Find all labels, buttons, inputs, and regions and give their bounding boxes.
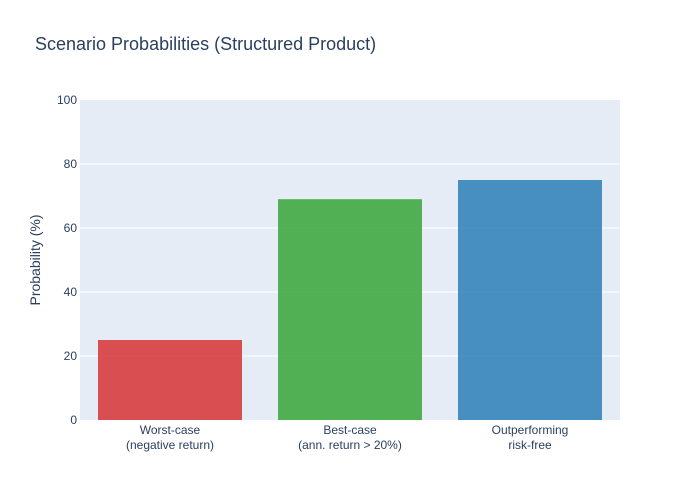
bars <box>98 180 602 420</box>
y-tick-label: 100 <box>57 93 77 107</box>
bar <box>278 199 422 420</box>
y-tick-label: 60 <box>64 221 78 235</box>
x-tick-label: risk-free <box>508 438 552 452</box>
y-tick-label: 0 <box>70 413 77 427</box>
x-axis-categories: Worst-case(negative return) Best-case(ann… <box>126 423 568 452</box>
x-tick-label: (ann. return > 20%) <box>298 438 402 452</box>
x-tick-label: Worst-case <box>140 423 201 437</box>
chart-title: Scenario Probabilities (Structured Produ… <box>35 34 376 54</box>
y-axis-label: Probability (%) <box>27 214 43 305</box>
y-tick-label: 80 <box>64 157 78 171</box>
bar <box>458 180 602 420</box>
x-tick-label: Outperforming <box>492 423 569 437</box>
y-tick-label: 40 <box>64 285 78 299</box>
y-axis-ticks: 0 20 40 60 80 100 <box>57 93 77 427</box>
y-tick-label: 20 <box>64 349 78 363</box>
bar <box>98 340 242 420</box>
x-tick-label: (negative return) <box>126 438 214 452</box>
x-tick-label: Best-case <box>323 423 377 437</box>
